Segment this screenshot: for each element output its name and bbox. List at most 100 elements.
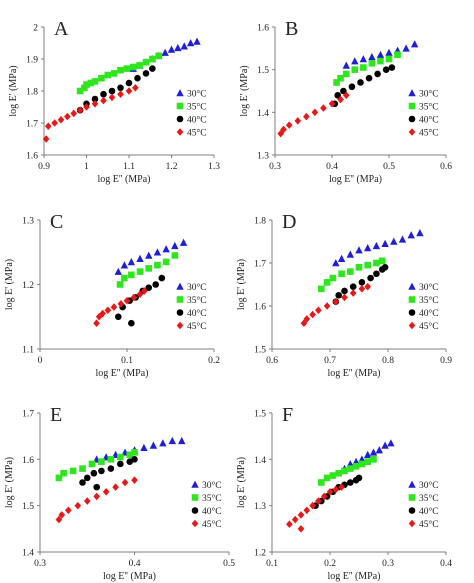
data-point <box>398 235 407 243</box>
data-point <box>346 250 354 258</box>
data-point <box>332 485 340 494</box>
data-point <box>394 51 401 59</box>
legend-label: 40°C <box>187 115 207 126</box>
chart-panel-c: 0 0.1 0.2 1.1 1.2 1.3 log E'' (MPa) log E' (MPa… <box>4 211 220 379</box>
data-point <box>347 268 354 275</box>
data-point <box>158 274 166 282</box>
data-point <box>342 70 350 78</box>
series-45c <box>286 483 345 533</box>
data-point <box>130 293 138 302</box>
series-45c <box>55 476 138 524</box>
data-point <box>88 460 96 468</box>
data-point <box>79 479 86 486</box>
x-axis-label: log E'' (MPa) <box>95 368 148 379</box>
data-point <box>136 290 144 298</box>
data-point <box>128 319 135 327</box>
panel-label: D <box>282 211 296 233</box>
data-point <box>280 125 287 134</box>
data-point <box>377 57 384 65</box>
data-point <box>140 443 148 452</box>
series-45c <box>93 287 148 327</box>
series-40c <box>332 264 389 306</box>
data-point <box>152 281 160 288</box>
data-point <box>368 59 376 67</box>
data-point <box>378 257 386 265</box>
y-axis-label: log E' (MPa) <box>4 457 15 508</box>
x-axis-label: log E'' (MPa) <box>103 571 156 582</box>
data-point <box>407 231 415 239</box>
data-point <box>154 261 161 269</box>
legend: 30°C 35°C 40°C 45°C <box>408 89 439 139</box>
data-point <box>69 467 77 475</box>
series-30c <box>114 238 188 275</box>
legend-label: 45°C <box>419 519 439 530</box>
legend-label: 40°C <box>202 506 222 517</box>
data-point <box>335 469 342 477</box>
legend-label: 45°C <box>419 321 439 332</box>
data-point <box>131 476 138 484</box>
legend-marker <box>176 128 184 136</box>
data-point <box>381 264 389 271</box>
data-point <box>98 74 105 82</box>
data-point <box>155 52 163 60</box>
data-point <box>114 267 122 275</box>
data-point <box>351 66 359 73</box>
data-point <box>141 287 148 295</box>
data-point <box>390 237 398 245</box>
data-point <box>74 501 82 510</box>
legend-label: 35°C <box>187 102 207 113</box>
data-point <box>370 456 377 463</box>
data-point <box>341 293 348 302</box>
data-point <box>98 458 105 465</box>
data-point <box>368 52 376 61</box>
chart-panel-f: 0.1 0.2 0.3 0.4 1.2 1.3 1.4 1.5 log E'' (MPa) log… <box>236 404 452 582</box>
data-point <box>300 319 308 327</box>
x-tick-label: 1.1 <box>123 162 135 172</box>
x-tick-label: 0.6 <box>266 356 278 366</box>
data-point <box>337 74 344 82</box>
legend-marker <box>408 507 416 514</box>
data-point <box>123 296 131 305</box>
data-point <box>332 259 340 267</box>
y-tick-label: 1.9 <box>26 56 38 66</box>
data-point <box>117 300 125 308</box>
data-point <box>323 302 331 310</box>
data-point <box>64 112 71 121</box>
data-point <box>352 462 360 470</box>
data-point <box>131 456 138 463</box>
data-point <box>117 84 124 92</box>
y-tick-label: 1.8 <box>26 88 38 98</box>
legend-marker <box>176 102 184 110</box>
y-tick-label: 1.5 <box>254 346 266 356</box>
y-tick-label: 1.3 <box>22 217 34 227</box>
data-point <box>311 108 319 117</box>
legend-label: 40°C <box>419 506 439 517</box>
legend-label: 40°C <box>419 308 439 319</box>
panel-label: B <box>285 18 298 40</box>
legend-marker <box>408 282 416 290</box>
data-point <box>55 515 63 524</box>
data-point <box>303 506 311 515</box>
y-tick-label: 1.1 <box>22 346 34 356</box>
legend-marker <box>408 309 416 316</box>
data-point <box>364 450 372 458</box>
data-point <box>348 83 356 91</box>
data-point <box>108 87 116 95</box>
data-point <box>121 478 129 487</box>
panel-label: F <box>282 404 293 426</box>
data-point <box>149 65 156 72</box>
data-point <box>297 511 305 519</box>
data-point <box>309 310 316 319</box>
legend-label: 45°C <box>202 519 222 530</box>
data-point <box>347 465 354 472</box>
y-axis-label: log E' (MPa) <box>239 65 250 116</box>
legend: 30°C 35°C 40°C 45°C <box>176 282 207 332</box>
data-point <box>358 279 366 286</box>
series-35c <box>116 252 179 288</box>
y-tick-label: 1.5 <box>22 502 34 512</box>
data-point <box>57 116 65 124</box>
data-point <box>388 64 396 71</box>
data-point <box>108 93 116 102</box>
data-point <box>83 497 91 505</box>
data-point <box>323 474 331 482</box>
